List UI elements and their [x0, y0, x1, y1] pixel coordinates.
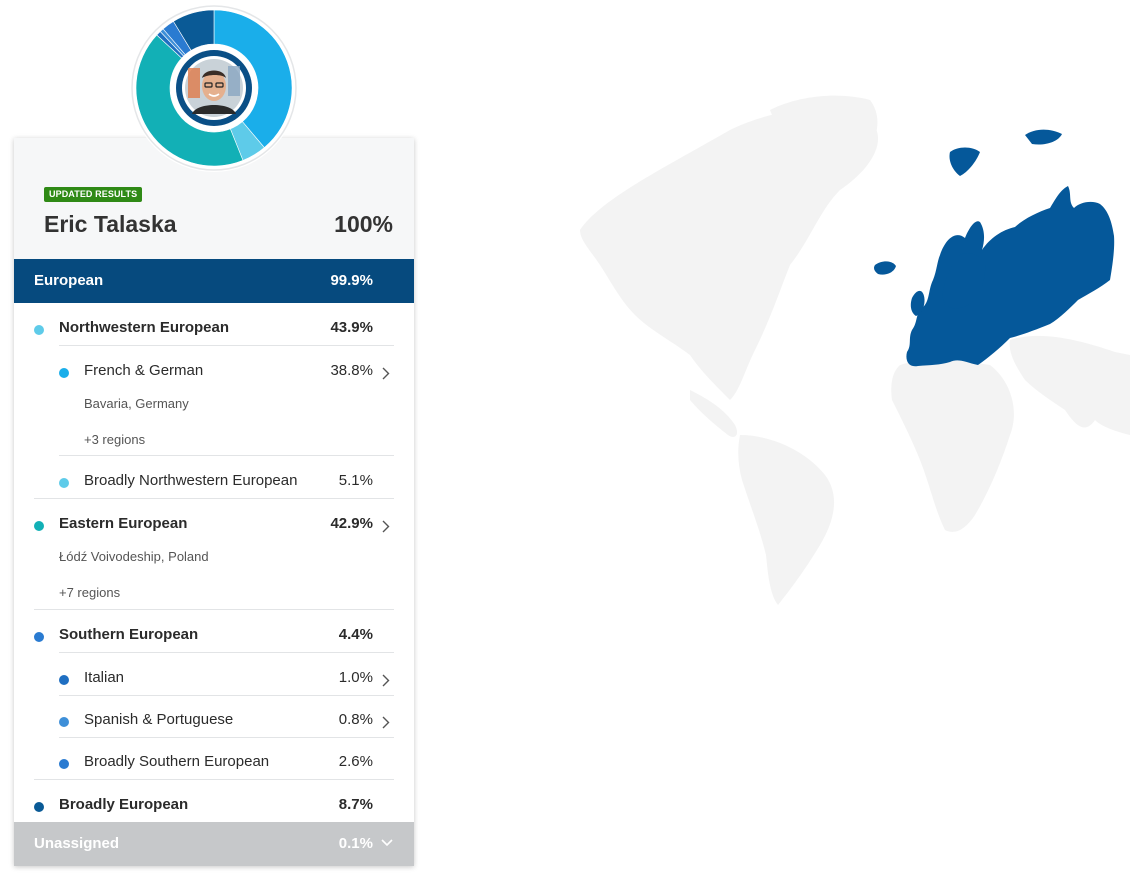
legend-dot	[34, 521, 44, 531]
unassigned-band[interactable]: Unassigned 0.1%	[14, 822, 414, 866]
map-europe-russia	[906, 186, 1115, 367]
region-broadly-european[interactable]: Broadly European 8.7%	[14, 789, 414, 822]
more-regions-link[interactable]: +7 regions	[59, 585, 121, 600]
updated-results-badge: UPDATED RESULTS	[44, 187, 143, 202]
map-north-america	[580, 109, 879, 400]
region-place[interactable]: Bavaria, Germany	[84, 396, 189, 411]
place-country: , Poland	[160, 549, 209, 564]
donut-segment-broadly-european	[173, 9, 215, 51]
region-place[interactable]: Łódź Voivodeship, Poland	[59, 549, 209, 564]
region-pct: 2.6%	[338, 753, 373, 770]
legend-dot	[34, 325, 44, 335]
region-pct: 0.8%	[338, 711, 373, 728]
legend-dot	[59, 759, 69, 769]
european-pct: 99.9%	[330, 272, 373, 289]
european-band[interactable]: European 99.9%	[14, 259, 414, 303]
chevron-right-icon[interactable]	[382, 674, 390, 687]
region-broadly-northwestern[interactable]: Broadly Northwestern European 5.1%	[14, 465, 414, 498]
legend-dot	[34, 632, 44, 642]
region-label: Northwestern European	[59, 319, 230, 336]
region-label: Broadly Northwestern European	[84, 472, 298, 489]
chevron-right-icon[interactable]	[382, 716, 390, 729]
unassigned-label: Unassigned	[34, 835, 120, 852]
divider	[59, 345, 394, 346]
region-french-german[interactable]: French & German 38.8% Bavaria, Germany +…	[14, 355, 414, 455]
region-label: Italian	[84, 669, 125, 686]
total-percentage: 100%	[334, 211, 393, 237]
legend-dot	[59, 368, 69, 378]
divider	[59, 652, 394, 653]
map-central-america	[690, 390, 738, 437]
world-map	[580, 95, 1130, 605]
region-label: Spanish & Portuguese	[84, 711, 234, 728]
legend-dot	[59, 478, 69, 488]
donut-segment-french-german	[213, 9, 293, 149]
region-northwestern-european[interactable]: Northwestern European 43.9%	[14, 312, 414, 345]
chevron-right-icon[interactable]	[382, 520, 390, 533]
region-pct: 1.0%	[338, 669, 373, 686]
unassigned-pct: 0.1%	[338, 835, 373, 852]
region-southern-european[interactable]: Southern European 4.4%	[14, 619, 414, 652]
more-regions-link[interactable]: +3 regions	[84, 432, 146, 447]
divider	[34, 779, 394, 780]
legend-dot	[59, 717, 69, 727]
map-south-america	[738, 435, 835, 605]
divider	[59, 695, 394, 696]
european-label: European	[34, 272, 104, 289]
place-country: , Germany	[128, 396, 189, 411]
map-svalbard	[949, 147, 980, 176]
divider	[59, 455, 394, 456]
region-eastern-european[interactable]: Eastern European 42.9% Łódź Voivodeship,…	[14, 508, 414, 608]
divider	[34, 498, 394, 499]
map-scandinavia	[942, 253, 986, 309]
place-name: Łódź Voivodeship	[59, 549, 161, 564]
map-asia	[1009, 335, 1130, 435]
ethnicity-donut-chart	[130, 4, 298, 172]
person-name: Eric Talaska	[44, 211, 177, 237]
donut-border	[131, 5, 297, 171]
chevron-down-icon[interactable]	[381, 839, 393, 847]
map-uk	[910, 290, 925, 316]
region-pct: 38.8%	[330, 362, 373, 379]
region-label: Southern European	[59, 626, 199, 643]
region-pct: 5.1%	[338, 472, 373, 489]
region-label: Broadly Southern European	[84, 753, 270, 770]
region-broadly-southern[interactable]: Broadly Southern European 2.6%	[14, 746, 414, 779]
map-arctic-islands	[1025, 129, 1062, 145]
legend-dot	[34, 802, 44, 812]
chevron-right-icon[interactable]	[382, 367, 390, 380]
avatar[interactable]	[185, 59, 243, 117]
map-iceland	[874, 261, 896, 275]
donut-segment-eastern-european	[135, 34, 244, 167]
region-pct: 8.7%	[338, 796, 373, 813]
divider	[34, 609, 394, 610]
legend-dot	[59, 675, 69, 685]
ethnicity-card: UPDATED RESULTS Eric Talaska 100% Europe…	[14, 138, 414, 866]
region-label: Eastern European	[59, 515, 188, 532]
region-pct: 4.4%	[338, 626, 373, 643]
place-name: Bavaria	[84, 396, 129, 411]
region-italian[interactable]: Italian 1.0%	[14, 662, 414, 695]
region-label: Broadly European	[59, 796, 189, 813]
region-label: French & German	[84, 362, 204, 379]
region-pct: 42.9%	[330, 515, 373, 532]
map-greenland	[770, 95, 878, 181]
region-spanish-portuguese[interactable]: Spanish & Portuguese 0.8%	[14, 704, 414, 737]
map-africa	[891, 359, 1014, 532]
divider	[59, 737, 394, 738]
region-pct: 43.9%	[330, 319, 373, 336]
